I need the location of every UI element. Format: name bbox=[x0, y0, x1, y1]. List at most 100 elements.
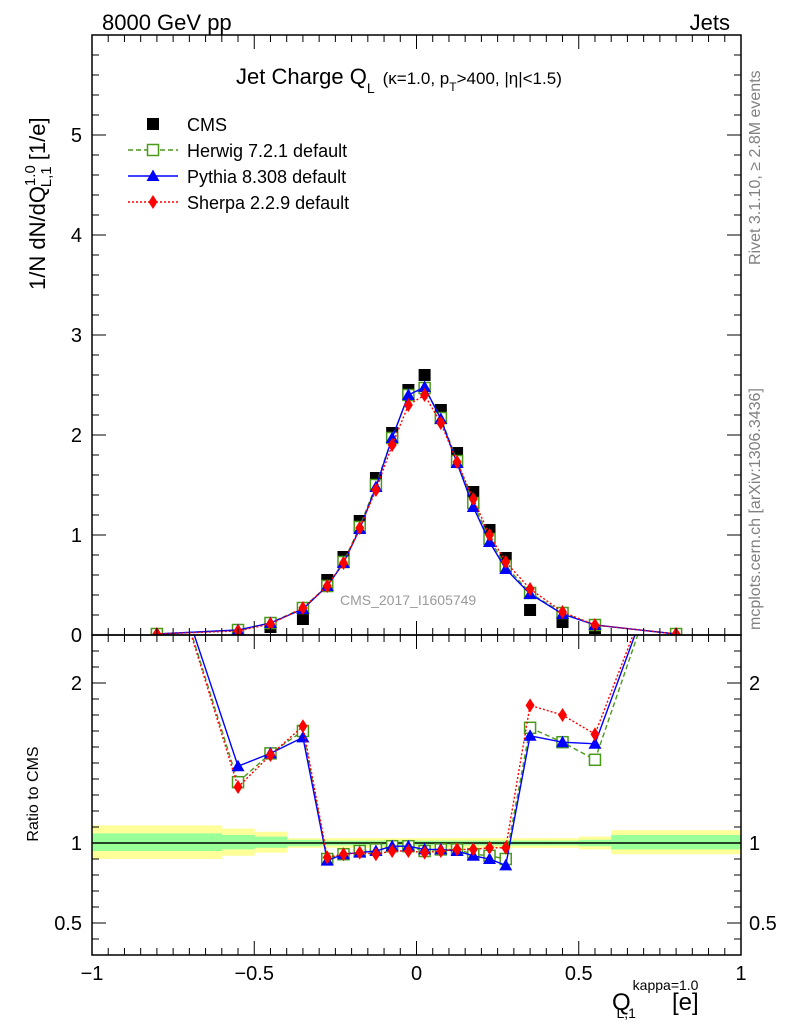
series-line bbox=[156, 394, 677, 635]
data-point bbox=[338, 556, 348, 570]
ratio-point bbox=[525, 698, 535, 713]
data-point bbox=[590, 618, 600, 632]
legend-entry-cms: CMS bbox=[147, 115, 227, 135]
data-point bbox=[418, 380, 432, 392]
ratio-point bbox=[152, 516, 161, 530]
ratio-line bbox=[190, 635, 634, 859]
energy-label: 8000 GeV pp bbox=[102, 10, 232, 35]
legend-marker bbox=[146, 169, 160, 181]
legend-entry-sherpa-2-2-9-default: Sherpa 2.2.9 default bbox=[128, 193, 349, 213]
ratio-y-tick-label: 0.5 bbox=[54, 913, 82, 935]
ratio-point bbox=[296, 730, 310, 743]
ratio-point bbox=[355, 845, 365, 860]
data-point bbox=[298, 601, 308, 615]
legend-label: CMS bbox=[187, 115, 227, 135]
data-point bbox=[355, 521, 365, 535]
ratio-point bbox=[371, 847, 381, 862]
data-point bbox=[452, 455, 462, 469]
ratio-point bbox=[233, 780, 243, 794]
data-point bbox=[485, 528, 495, 542]
data-point bbox=[403, 398, 413, 412]
y-tick-label: 1 bbox=[71, 525, 82, 547]
legend-label: Sherpa 2.2.9 default bbox=[187, 193, 349, 213]
ratio-frame bbox=[91, 634, 742, 956]
y-tick-label: 3 bbox=[71, 325, 82, 347]
green-band-bin bbox=[611, 835, 741, 850]
ratio-point bbox=[501, 840, 511, 855]
ratio-series-herwig-7-2-1-default bbox=[151, 518, 682, 866]
ratio-point bbox=[588, 737, 602, 749]
axes-layer: −1 −0.5 0 0.5 1 0 1 2 3 4 5 0.5 0.5 1 1 2 2 bbox=[54, 34, 777, 985]
data-point bbox=[418, 369, 431, 381]
ratio-y-tick-label-right: 1 bbox=[749, 833, 760, 855]
legend-entry-herwig-7-2-1-default: Herwig 7.2.1 default bbox=[128, 141, 347, 161]
ratio-uncertainty-bands bbox=[92, 825, 741, 859]
data-point bbox=[524, 604, 537, 616]
ratio-y-tick-label: 1 bbox=[71, 833, 82, 855]
ratio-y-tick-label: 2 bbox=[71, 673, 82, 695]
data-point bbox=[525, 582, 535, 596]
data-point bbox=[385, 431, 399, 443]
y-tick-label: 5 bbox=[71, 125, 82, 147]
ratio-point bbox=[420, 845, 430, 860]
data-point bbox=[401, 388, 415, 400]
ratio-point bbox=[322, 850, 332, 865]
x-tick-label: −1 bbox=[81, 963, 104, 985]
ratio-point bbox=[298, 719, 308, 734]
y-tick-label: 2 bbox=[71, 425, 82, 447]
legend-label: Herwig 7.2.1 default bbox=[187, 141, 347, 161]
series-line bbox=[156, 386, 677, 635]
data-point bbox=[420, 388, 430, 402]
data-point bbox=[371, 483, 381, 497]
ratio-point bbox=[151, 518, 162, 529]
ratio-point bbox=[403, 844, 413, 858]
ratio-y-tick-label-right: 2 bbox=[749, 673, 760, 695]
x-tick-label: 1 bbox=[735, 963, 746, 985]
data-point bbox=[466, 500, 480, 512]
green-band-bin bbox=[254, 836, 288, 848]
ratio-point bbox=[671, 518, 682, 529]
ratio-series-layer bbox=[150, 516, 683, 871]
ratio-point bbox=[150, 517, 163, 529]
ratio-point bbox=[436, 844, 446, 858]
legend-marker bbox=[147, 118, 159, 130]
ratio-point bbox=[590, 727, 600, 742]
ratio-series-sherpa-2-2-9-default bbox=[152, 516, 681, 865]
ratio-point bbox=[452, 842, 462, 857]
ratio-point bbox=[468, 842, 478, 857]
ratio-point bbox=[485, 840, 495, 855]
y-tick-label: 0 bbox=[71, 625, 82, 647]
plot-title: Jet Charge QL (κ=1.0, pT>400, |η|<1.5) bbox=[236, 64, 562, 96]
data-point bbox=[296, 613, 309, 625]
data-point bbox=[322, 579, 332, 593]
ratio-point bbox=[556, 735, 570, 748]
ratio-point bbox=[672, 516, 681, 530]
legend-marker bbox=[148, 195, 158, 209]
green-band-bin bbox=[92, 833, 223, 851]
data-point bbox=[501, 555, 511, 569]
y-tick-label: 4 bbox=[71, 225, 82, 247]
legend-label: Pythia 8.308 default bbox=[187, 167, 346, 187]
x-tick-label: 0.5 bbox=[565, 963, 593, 985]
ratio-point bbox=[265, 748, 275, 762]
ratio-point bbox=[483, 852, 497, 864]
ratio-point bbox=[523, 729, 537, 741]
data-point bbox=[387, 438, 397, 452]
ratio-point bbox=[231, 759, 245, 772]
green-band-bin bbox=[221, 835, 255, 850]
ratio-point bbox=[338, 847, 348, 862]
x-tick-label: 0 bbox=[411, 963, 422, 985]
ratio-point bbox=[670, 517, 683, 529]
process-label: Jets bbox=[690, 10, 730, 35]
data-point bbox=[558, 605, 568, 619]
ratio-line bbox=[193, 635, 636, 867]
x-axis-label: Qkappa=1.0 L,1 [e] bbox=[612, 977, 699, 1021]
analysis-watermark: CMS_2017_I1605749 bbox=[340, 592, 476, 608]
ratio-point bbox=[588, 753, 602, 767]
legend: CMS Herwig 7.2.1 default Pythia 8.308 defa… bbox=[128, 115, 349, 213]
data-point bbox=[468, 492, 478, 506]
ratio-line bbox=[191, 635, 639, 860]
ratio-y-tick-label-right: 0.5 bbox=[749, 913, 777, 935]
ratio-point bbox=[558, 708, 568, 722]
